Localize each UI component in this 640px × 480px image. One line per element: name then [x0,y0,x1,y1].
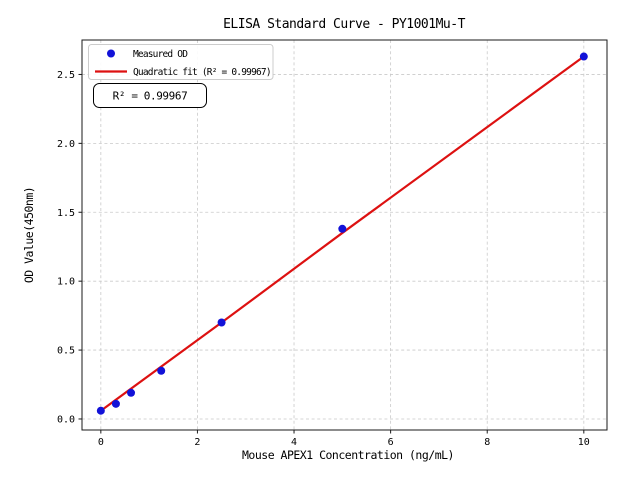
y-tick-label: 2.5 [57,70,75,81]
measured-od-point [579,52,588,61]
measured-od-point [96,406,105,415]
measured-od-point [127,388,136,397]
measured-od-point [157,366,166,375]
measured-od-point [111,399,120,408]
x-axis-label: Mouse APEX1 Concentration (ng/mL) [242,448,454,462]
x-tick-label: 6 [388,437,394,448]
gridlines [82,40,607,430]
r-squared-annotation: R² = 0.99967 [93,83,207,108]
axis-tick-labels: 0 2 4 6 8 10 0.0 0.5 1.0 1.5 2.0 2.5 [57,70,590,448]
measured-od-point [338,224,347,233]
x-tick-label: 0 [98,437,104,448]
y-tick-label: 2.0 [57,139,75,150]
quadratic-fit-line [99,55,585,412]
y-tick-label: 1.5 [57,208,75,219]
chart-title: ELISA Standard Curve - PY1001Mu-T [223,17,465,32]
y-tick-label: 1.0 [57,277,75,288]
y-tick-label: 0.0 [57,414,75,425]
y-axis-label: OD Value(450nm) [22,187,36,283]
legend: Measured OD Quadratic fit (R² = 0.99967) [88,44,274,80]
measured-od-point [217,318,226,327]
x-tick-label: 10 [578,437,590,448]
data-series [96,52,588,415]
y-tick-label: 0.5 [57,346,75,357]
x-tick-label: 8 [484,437,490,448]
x-tick-label: 4 [291,437,297,448]
annotation-text: R² = 0.99967 [113,90,188,103]
annotation-frame [93,83,207,108]
axis-ticks [78,73,585,434]
x-tick-label: 2 [194,437,200,448]
plot-border [81,39,608,431]
scatter-marker-icon [107,49,115,58]
legend-label-quadratic-fit: Quadratic fit (R² = 0.99967) [133,67,271,78]
legend-frame [88,44,274,80]
legend-label-measured-od: Measured OD [133,49,188,60]
